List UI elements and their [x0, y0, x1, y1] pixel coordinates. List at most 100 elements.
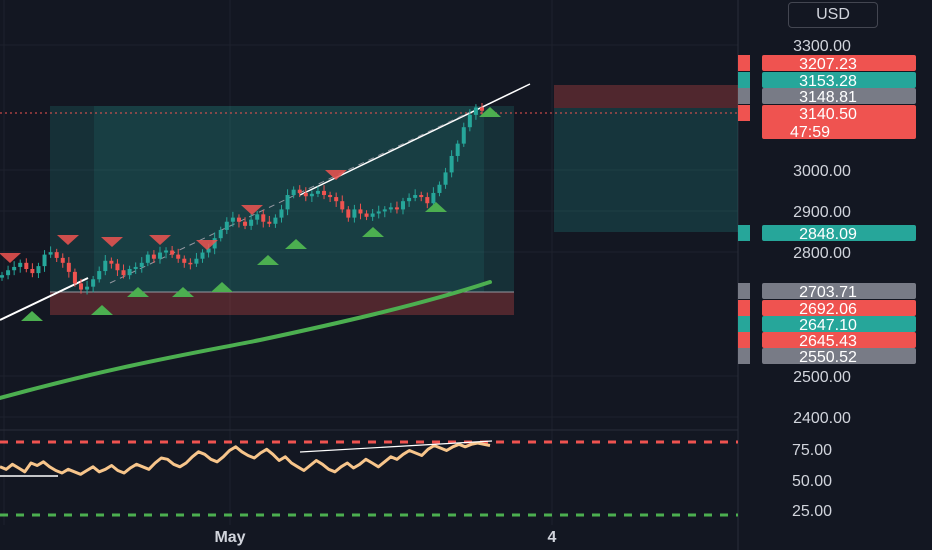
price-tick-label: 2500.00 — [793, 369, 851, 386]
sell-signal-marker — [101, 237, 123, 247]
candle-body — [297, 189, 302, 193]
time-axis[interactable]: May 4 — [214, 529, 556, 546]
candle-body — [85, 286, 90, 290]
candle-body — [449, 155, 454, 173]
price-label: 2550.52 — [738, 348, 916, 366]
candle-body — [236, 217, 241, 222]
candle-body — [267, 221, 272, 224]
candle-body — [60, 257, 65, 263]
buy-signal-marker — [91, 305, 113, 315]
candle-body — [291, 189, 296, 196]
time-tick-label: May — [214, 529, 245, 546]
candle-body — [230, 217, 235, 222]
rsi-pane — [0, 440, 738, 517]
stop-zone-right — [554, 85, 738, 108]
candle-body — [164, 250, 169, 253]
price-label-value: 2692.06 — [799, 301, 857, 318]
candle-body — [6, 270, 11, 276]
price-label-box — [762, 55, 916, 71]
candle-body — [413, 195, 418, 198]
candle-body — [139, 262, 144, 267]
sell-signal-marker — [149, 235, 171, 245]
candle-body — [279, 209, 284, 218]
candle-body — [36, 266, 41, 274]
candle-body — [249, 219, 254, 226]
candle-body — [461, 127, 466, 144]
price-label-marker — [738, 225, 750, 241]
rsi-tick-label: 25.00 — [792, 503, 832, 520]
candle-body — [103, 260, 108, 272]
buy-signal-marker — [362, 227, 384, 237]
price-label-box — [762, 283, 916, 299]
sell-signal-marker — [325, 170, 347, 180]
buy-signal-marker — [285, 239, 307, 249]
sell-signal-marker — [0, 253, 21, 263]
candle-body — [66, 262, 71, 272]
buy-signal-marker — [257, 255, 279, 265]
price-label-value: 2645.43 — [799, 333, 857, 350]
candle-body — [54, 252, 59, 258]
candle-body — [121, 270, 126, 276]
price-label-marker — [738, 105, 750, 121]
price-axis[interactable]: 3400.003300.003000.002900.002800.002500.… — [792, 0, 851, 520]
candle-body — [91, 279, 96, 287]
price-label-value: 2647.10 — [799, 317, 857, 334]
price-label: 3153.28 — [738, 72, 916, 90]
price-label-marker — [738, 55, 750, 71]
price-label-value: 2848.09 — [799, 226, 857, 243]
candle-body — [443, 172, 448, 185]
lower-trendline — [0, 277, 89, 321]
candle-body — [224, 221, 229, 230]
candle-body — [30, 268, 35, 274]
candlestick-series — [0, 102, 484, 295]
currency-selector[interactable]: USD — [788, 2, 878, 28]
time-tick-label: 4 — [548, 529, 557, 546]
price-label-marker — [738, 316, 750, 332]
candle-body — [218, 229, 223, 239]
price-label-value: 3148.81 — [799, 89, 857, 106]
rsi-tick-label: 75.00 — [792, 442, 832, 459]
candle-body — [455, 143, 460, 156]
buy-signal-marker — [21, 311, 43, 321]
candle-body — [425, 197, 430, 204]
ma-curve — [0, 280, 492, 400]
candle-body — [200, 252, 205, 259]
candle-body — [388, 207, 393, 210]
candle-body — [394, 207, 399, 210]
price-label: 3207.23 — [738, 55, 916, 73]
candle-body — [97, 271, 102, 280]
price-tick-label: 3300.00 — [793, 38, 851, 55]
candle-body — [133, 266, 138, 269]
candle-body — [194, 258, 199, 264]
price-tick-label: 3000.00 — [793, 163, 851, 180]
candle-body — [12, 266, 17, 271]
candle-body — [157, 252, 162, 259]
price-label-box — [762, 105, 916, 139]
candle-body — [401, 201, 406, 210]
price-label-box — [762, 316, 916, 332]
candle-body — [212, 238, 217, 249]
price-label-value: 3140.50 — [799, 106, 857, 123]
buy-signal-marker — [172, 287, 194, 297]
sell-signal-marker — [57, 235, 79, 245]
candle-body — [340, 201, 345, 210]
candle-body — [109, 260, 114, 264]
price-label: 2848.09 — [738, 225, 916, 243]
candle-body — [364, 213, 369, 217]
candle-body — [322, 190, 327, 196]
countdown-label: 47:59 — [790, 124, 830, 141]
price-label: 2692.06 — [738, 300, 916, 318]
price-label-marker — [738, 332, 750, 348]
candle-body — [18, 262, 23, 267]
price-tick-label: 2900.00 — [793, 204, 851, 221]
candle-body — [285, 195, 290, 210]
candle-body — [480, 107, 484, 111]
price-tick-label: 2800.00 — [793, 245, 851, 262]
candle-body — [352, 209, 357, 218]
buy-signal-marker — [211, 282, 233, 292]
price-label-box — [762, 348, 916, 364]
candle-body — [255, 214, 260, 220]
candle-body — [42, 254, 47, 267]
